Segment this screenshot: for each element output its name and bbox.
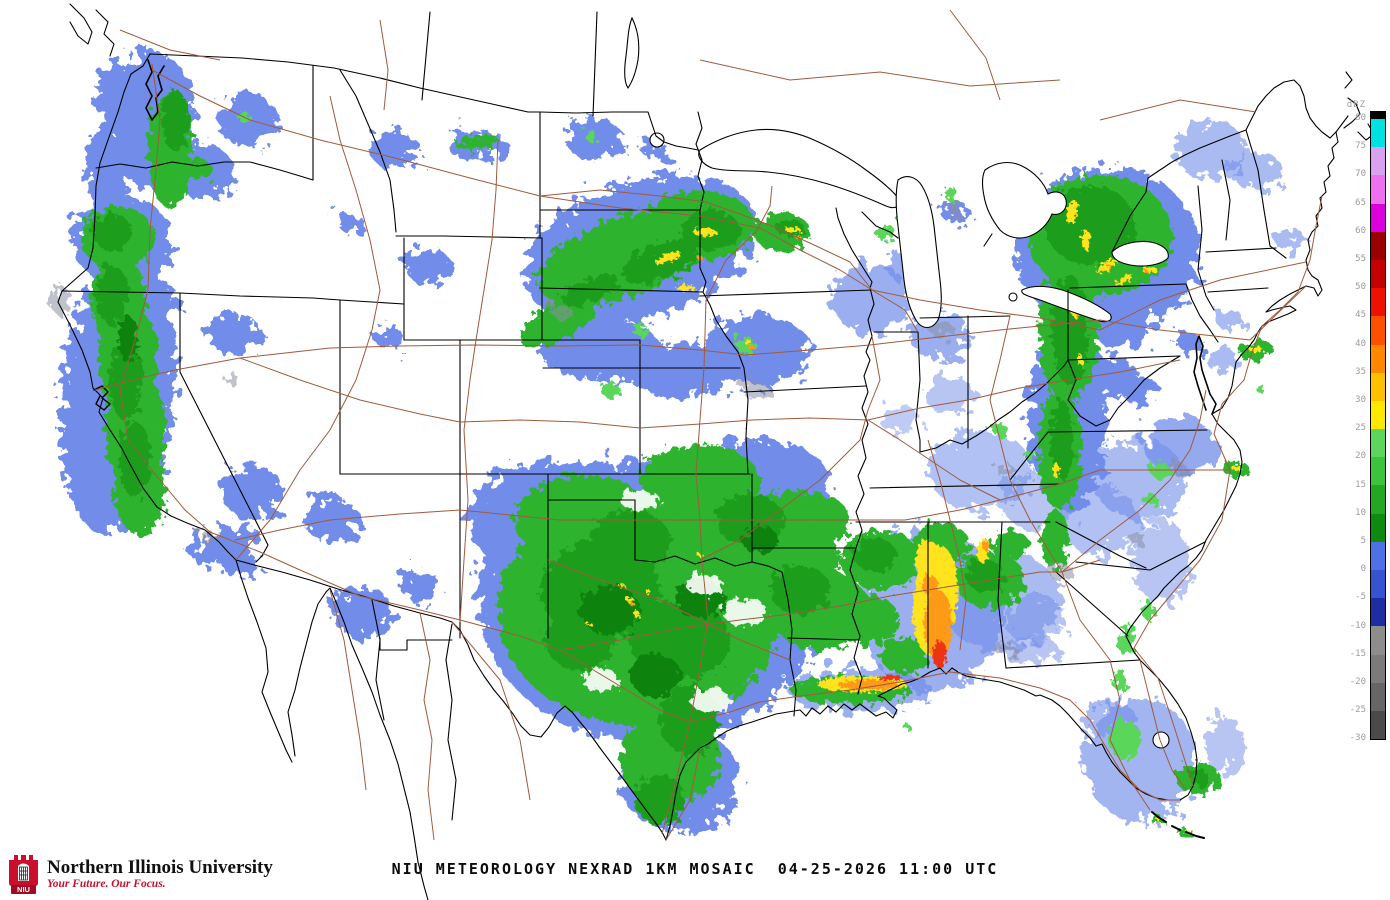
lake-st-clair <box>1008 292 1018 302</box>
radar-echo-layer <box>51 50 1306 837</box>
state-la-ar <box>787 637 859 641</box>
road-fl <box>1039 659 1187 801</box>
coastline-gulf <box>665 667 1181 841</box>
state-ga-fl <box>1005 659 1141 669</box>
coastline-florida-east <box>1129 643 1198 801</box>
lake-winnipeg <box>624 16 640 89</box>
niu-tagline: Your Future. Our Focus. <box>47 877 166 890</box>
niu-wordmark: Northern Illinois University Your Future… <box>47 856 273 891</box>
state-mt-wy <box>395 235 543 239</box>
state-up-wi <box>861 211 899 239</box>
road-mexico <box>329 589 531 841</box>
border-us-mexico <box>235 559 667 841</box>
state-al-ga <box>997 521 1007 669</box>
mississippi-river-south <box>849 547 863 695</box>
coastline-gulf-of-california <box>287 587 429 900</box>
delaware-river <box>1185 283 1219 343</box>
sf-bay <box>93 385 111 411</box>
niu-crest-icon: NIU <box>9 855 38 894</box>
niu-logo: NIU Northern Illinois University Your Fu… <box>8 851 273 897</box>
state-pa-ny <box>1069 283 1187 289</box>
map-caption: NIU METEOROLOGY NEXRAD 1KM MOSAIC 04-25-… <box>391 860 999 878</box>
roads-layer <box>94 9 1323 841</box>
state-mn-wi <box>835 207 873 283</box>
radar-heavy-precip-cores <box>587 200 1262 834</box>
road-tx <box>547 559 791 841</box>
state-ks-mo <box>743 367 749 475</box>
state-ca-nv <box>179 292 269 563</box>
coastline-west <box>57 53 237 561</box>
state-va-nc <box>1047 429 1208 433</box>
road-i95 <box>1133 195 1323 787</box>
state-ny-east <box>1197 185 1215 311</box>
lake-michigan <box>895 176 942 329</box>
road-i25 <box>459 139 499 623</box>
road-i90 <box>151 69 1307 331</box>
border-canada-northeast <box>1147 79 1337 179</box>
lake-huron <box>982 161 1067 239</box>
state-sd-ne <box>539 287 704 293</box>
state-vt-nh <box>1221 159 1231 241</box>
ohio-river <box>919 359 1069 453</box>
coastline-newengland <box>1265 115 1349 313</box>
vancouver-island <box>69 3 115 57</box>
canada-province-lines <box>421 11 598 117</box>
state-nc-sc <box>1075 541 1206 571</box>
state-mi-south <box>919 315 1011 319</box>
road-i70 <box>239 357 1181 429</box>
radar-moderate-precip-green <box>81 90 1272 837</box>
state-nd-mn-red-river <box>695 111 707 293</box>
state-ky-va <box>1009 431 1049 481</box>
lake-of-the-woods <box>649 132 665 148</box>
state-wa-or <box>95 161 314 181</box>
state-il-in <box>915 331 921 453</box>
chesapeake-bay <box>1193 335 1217 415</box>
state-ky-tn <box>869 483 1061 489</box>
potomac-wv <box>1067 355 1181 427</box>
road-i80 <box>94 285 1307 391</box>
coastline-southeast <box>1125 413 1243 645</box>
state-ma-north <box>1205 247 1277 253</box>
road-i94 <box>539 189 919 333</box>
niu-crest-acronym: NIU <box>17 885 30 894</box>
mexico-state-lines <box>371 599 457 821</box>
road-i20 <box>559 559 1101 651</box>
state-id-mt <box>339 69 397 233</box>
road-i40 <box>234 469 1230 541</box>
state-ga-sc <box>1055 571 1129 637</box>
state-nm-mexico <box>379 637 453 651</box>
radar-echo-gaps <box>582 490 767 712</box>
lake-erie <box>1021 285 1112 323</box>
road-i85 <box>1061 389 1207 573</box>
lake-ontario <box>1111 240 1169 267</box>
mississippi-river-north <box>855 281 875 549</box>
mason-dixon <box>1067 355 1181 361</box>
puget-sound <box>145 59 165 121</box>
state-tx-ar-la <box>751 561 797 717</box>
niu-name: Northern Illinois University <box>47 856 273 878</box>
road-i35 <box>661 185 773 835</box>
lakes-layer <box>624 16 1170 749</box>
maritime-canada-coast <box>1343 71 1375 141</box>
lake-okeechobee <box>1152 731 1170 749</box>
road-i15 <box>235 95 381 561</box>
st-lawrence-river <box>1111 177 1149 253</box>
state-ia-mo <box>743 385 867 393</box>
coastline-baja <box>235 559 293 763</box>
state-tn-nc <box>1055 521 1147 569</box>
border-us-canada-west <box>149 53 699 151</box>
state-me-west <box>1245 129 1287 259</box>
saginaw-bay <box>983 233 993 247</box>
state-mn-ia <box>699 289 873 297</box>
state-ma-ct-ri <box>1207 287 1269 293</box>
road-i10 <box>209 531 1041 723</box>
road-canada <box>119 9 1257 121</box>
red-river <box>634 555 753 567</box>
florida-keys <box>1151 811 1205 839</box>
road-i44-i55 <box>699 335 1001 561</box>
road-i5 <box>119 63 211 533</box>
